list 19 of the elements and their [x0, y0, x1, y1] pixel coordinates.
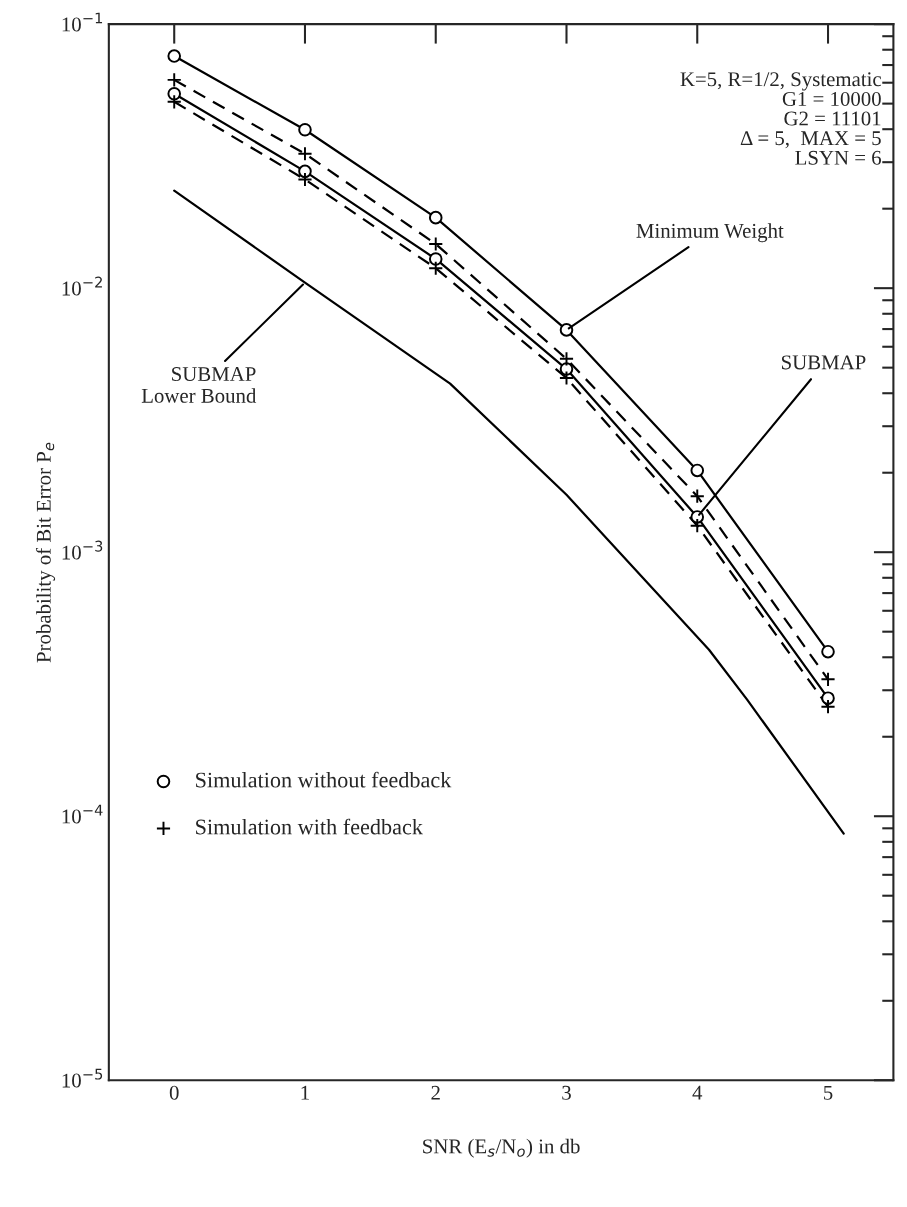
- x-tick-label: 5: [824, 1085, 833, 1100]
- x-tick-label: 2: [431, 1085, 440, 1100]
- legend-label: Simulation without feedback: [196, 771, 452, 788]
- y-axis-title: Probability of Bit Error P$_{e}$: [35, 442, 56, 663]
- x-tick-label: 4: [692, 1085, 703, 1100]
- x-axis-title: SNR (E$_{s}$/N$_{o}$) in db: [423, 1138, 580, 1158]
- y-tick-label: 10$^{−5}$: [62, 1068, 103, 1088]
- y-tick-label: 10$^{−4}$: [62, 804, 103, 824]
- x-tick-label: 3: [562, 1085, 571, 1100]
- annotation: K=5, R=1/2, Systematic G1 = 10000 G2 = 11101 Δ = 5, MAX = 5 LSYN = 6: [680, 72, 882, 165]
- annotation: SUBMAP: [781, 355, 866, 370]
- y-tick-label: 10$^{−3}$: [62, 540, 103, 560]
- y-tick-label: 10$^{−2}$: [62, 276, 102, 296]
- x-tick-label: 0: [169, 1085, 179, 1100]
- x-tick-label: 1: [301, 1085, 309, 1100]
- legend-label: Simulation with feedback: [196, 818, 423, 835]
- y-tick-label: 10$^{−1}$: [62, 12, 103, 32]
- annotation: Minimum Weight: [636, 223, 784, 243]
- annotation: SUBMAP Lower Bound: [141, 367, 257, 403]
